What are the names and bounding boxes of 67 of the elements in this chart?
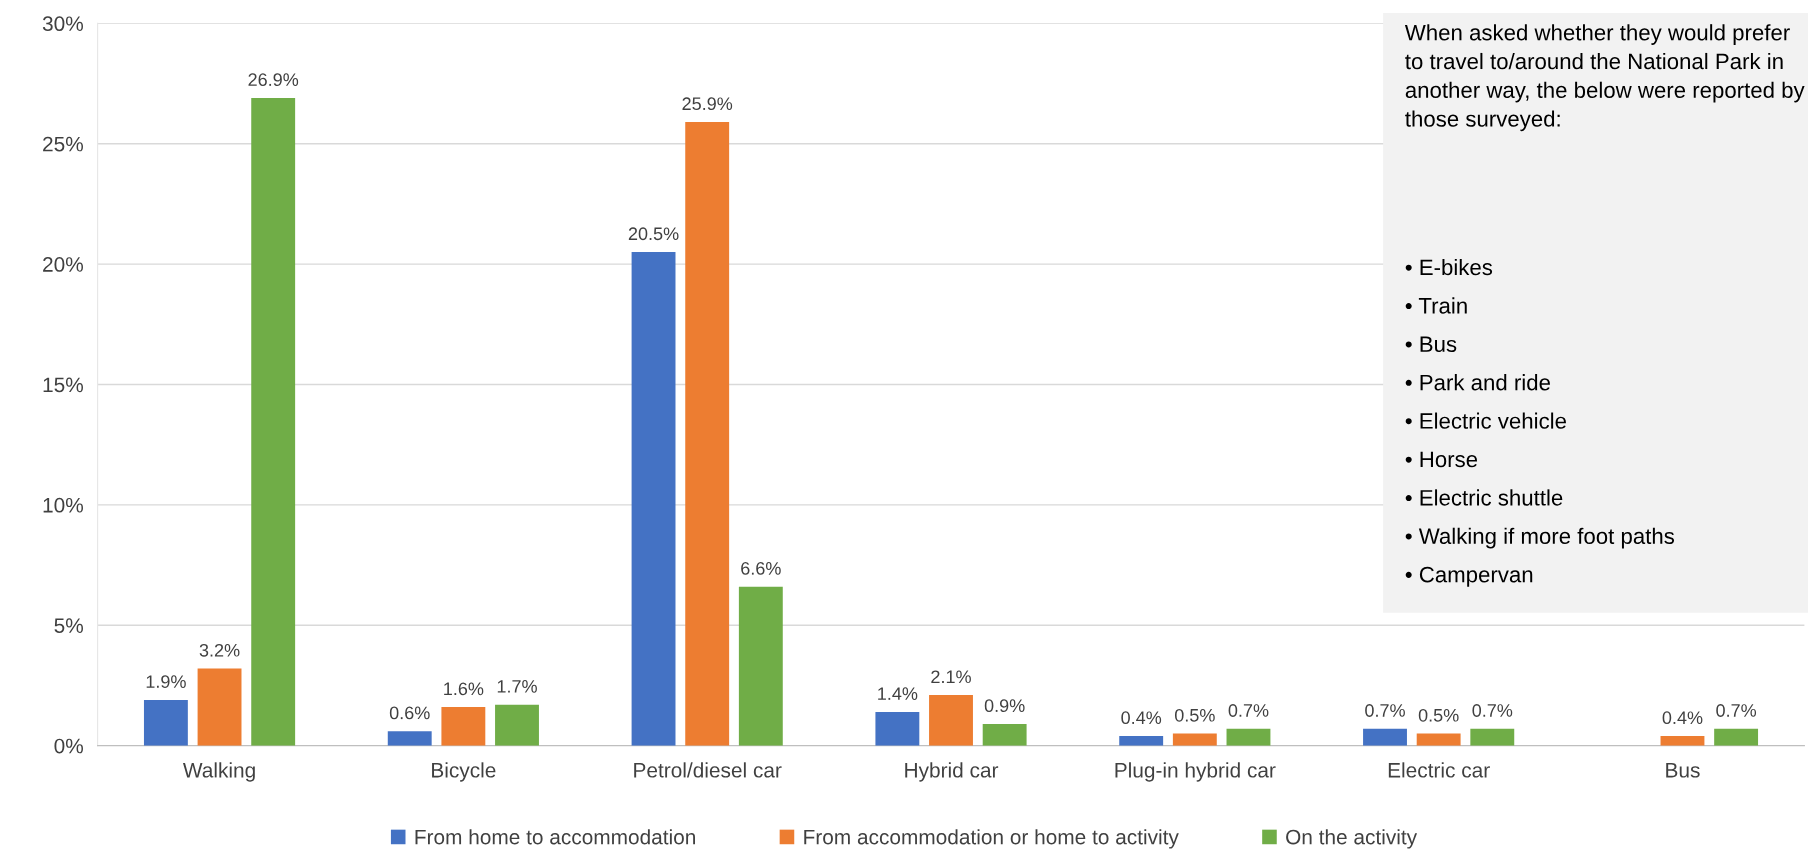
y-tick-label: 30% [42, 16, 83, 32]
annotation: When asked whether they would prefer to travel to/around the National Park in another way, the below were reported by those surveyed: [1404, 24, 1805, 132]
data-label: 0.7% [1716, 704, 1757, 717]
data-label: 0.7% [1228, 704, 1269, 717]
x-tick-label: Electric car [1388, 762, 1490, 778]
data-label: 3.2% [199, 643, 240, 657]
x-tick-label: Petrol/diesel car [634, 762, 782, 778]
data-label: 1.9% [146, 675, 186, 688]
x-tick-label: Walking [182, 762, 255, 782]
data-label: 0.5% [1418, 708, 1459, 722]
data-label: 20.5% [628, 227, 679, 241]
data-label: 0.5% [1174, 708, 1215, 722]
data-label: 0.6% [389, 706, 430, 720]
bar [197, 668, 242, 746]
y-tick-label: 10% [43, 497, 83, 513]
data-label: 0.4% [1662, 711, 1703, 725]
annotation: • Park and ride [1405, 374, 1550, 391]
bar [495, 704, 539, 746]
y-tick-label: 0% [54, 738, 83, 754]
x-tick-label: Plug-in hybrid car [1115, 762, 1276, 782]
annotation: • Walking if more foot paths [1405, 527, 1675, 549]
annotation: • Electric shuttle [1405, 489, 1563, 506]
legend-label: From accommodation or home to activity [804, 829, 1179, 849]
bar [1714, 728, 1759, 746]
y-tick-label: 15% [43, 377, 83, 393]
y-tick-label: 25% [43, 136, 83, 152]
bar [738, 586, 783, 746]
bar [631, 252, 676, 746]
data-label: 26.9% [248, 73, 299, 87]
data-label: 2.1% [931, 670, 971, 684]
bar [929, 695, 973, 746]
data-label: 1.4% [878, 687, 918, 700]
bar [143, 699, 188, 746]
annotation: • Bus [1405, 336, 1457, 353]
y-tick-label: 20% [43, 257, 83, 272]
bar [1226, 728, 1271, 746]
bar [1660, 736, 1705, 746]
data-label: 1.6% [444, 682, 484, 696]
bar [251, 97, 296, 746]
data-label: 0.7% [1472, 704, 1513, 717]
legend-label: From home to accommodation [415, 829, 695, 845]
annotation: • Campervan [1405, 566, 1533, 587]
data-label: 6.6% [741, 562, 781, 575]
bar [1172, 733, 1217, 746]
bar [387, 731, 432, 746]
x-tick-label: Bus [1666, 763, 1700, 778]
x-tick-label: Hybrid car [905, 762, 999, 782]
legend-label: On the activity [1286, 829, 1418, 849]
annotation: • E-bikes [1405, 258, 1493, 276]
data-label: 1.7% [497, 680, 537, 693]
annotation: • Electric vehicle [1405, 412, 1566, 429]
bar [1363, 728, 1407, 746]
annotation: • Train [1405, 297, 1467, 314]
data-label: 25.9% [682, 97, 733, 111]
x-tick-label: Bicycle [432, 762, 496, 782]
data-label: 0.7% [1365, 704, 1405, 717]
bar [441, 707, 486, 746]
annotation: • Horse [1405, 451, 1478, 468]
data-label: 0.9% [984, 699, 1025, 713]
bar [1470, 728, 1515, 746]
bar [1119, 736, 1164, 746]
bar [685, 122, 730, 746]
y-tick-label: 5% [54, 618, 83, 633]
bar [1416, 733, 1461, 746]
data-label: 0.4% [1121, 711, 1162, 725]
bar [875, 711, 920, 746]
bar [982, 723, 1027, 746]
